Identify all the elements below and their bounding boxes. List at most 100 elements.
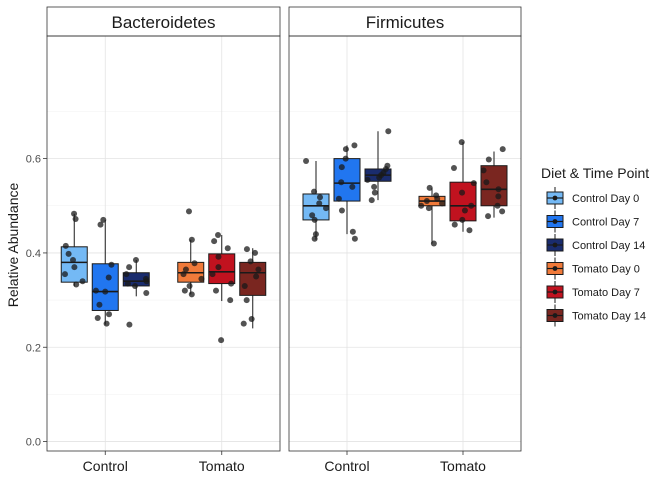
data-point: [311, 235, 318, 242]
data-point: [316, 194, 323, 201]
data-point: [439, 200, 446, 207]
box-body: [208, 253, 236, 285]
data-point: [451, 221, 458, 228]
legend-point: [552, 195, 558, 201]
data-point: [450, 165, 457, 172]
legend-label: Control Day 7: [572, 217, 639, 229]
data-point: [124, 280, 131, 287]
facet-title: Bacteroidetes: [112, 13, 216, 32]
x-tick-label: Control: [324, 458, 369, 474]
box-control-day-7: [91, 216, 119, 327]
data-point: [252, 249, 259, 256]
data-point: [466, 227, 473, 234]
data-point: [143, 278, 150, 285]
legend-label: Control Day 14: [572, 240, 645, 252]
data-point: [71, 264, 78, 271]
data-point: [459, 216, 466, 223]
legend-key: [546, 187, 564, 209]
data-point: [215, 253, 222, 260]
data-point: [480, 167, 487, 174]
legend-point: [552, 313, 558, 318]
data-point: [323, 205, 330, 212]
data-point: [342, 155, 349, 162]
data-point: [351, 235, 358, 242]
box-body: [449, 181, 477, 222]
legend-key: [546, 281, 564, 303]
box-body: [333, 158, 361, 202]
data-point: [97, 221, 104, 228]
data-point: [73, 281, 80, 288]
box-control-day-7: [333, 142, 361, 242]
data-point: [303, 157, 310, 164]
x-tick-label: Tomato: [440, 458, 486, 474]
data-point: [338, 207, 345, 214]
legend-label: Tomato Day 14: [572, 311, 646, 323]
legend-point: [552, 242, 558, 248]
x-tick-label: Control: [83, 458, 128, 474]
legend-label: Tomato Day 0: [572, 264, 640, 276]
data-point: [126, 264, 133, 271]
data-point: [243, 297, 250, 304]
data-point: [434, 195, 441, 202]
data-point: [335, 195, 342, 202]
data-point: [188, 236, 195, 243]
data-point: [132, 282, 139, 289]
box-body: [91, 263, 119, 311]
panel-background: [47, 36, 280, 451]
data-point: [240, 320, 247, 327]
data-point: [311, 188, 318, 195]
data-point: [485, 156, 492, 163]
facet-strip: [46, 6, 281, 37]
data-point: [338, 179, 345, 186]
data-point: [243, 246, 250, 253]
data-point: [385, 128, 392, 135]
box-tomato-day-7: [208, 232, 236, 344]
data-point: [185, 208, 192, 215]
facet-panel-bacteroidetes: Bacteroidetes Control Tomato: [46, 6, 281, 474]
data-point: [126, 321, 133, 328]
data-point: [70, 257, 77, 264]
data-point: [215, 264, 222, 271]
legend-point: [552, 219, 558, 224]
data-point: [181, 287, 188, 294]
data-point: [253, 273, 260, 280]
data-point: [351, 142, 358, 149]
data-point: [349, 228, 356, 235]
data-point: [79, 278, 86, 285]
data-point: [494, 202, 501, 209]
legend-key: [546, 257, 564, 280]
y-tick-label: 0.0: [26, 437, 41, 449]
legend-label: Control Day 0: [572, 193, 639, 205]
data-point: [71, 210, 78, 217]
data-point: [483, 179, 490, 186]
box-tomato-day-14: [239, 246, 267, 329]
data-point: [198, 275, 205, 282]
panel-background: [289, 36, 521, 451]
box-control-day-0: [302, 157, 330, 242]
y-axis-label: Relative Abundance: [5, 183, 21, 308]
facet-panel-firmicutes: Firmicutes Control Tomato: [288, 6, 522, 474]
data-point: [191, 260, 198, 267]
data-point: [188, 291, 195, 298]
x-tick-label: Tomato: [199, 458, 245, 474]
legend-key: [546, 304, 564, 327]
data-point: [182, 266, 189, 273]
legend-point: [552, 266, 558, 271]
data-point: [499, 146, 506, 153]
data-point: [61, 271, 68, 278]
data-point: [495, 186, 502, 193]
data-point: [418, 202, 425, 209]
data-point: [72, 215, 79, 222]
data-point: [423, 198, 430, 205]
data-point: [248, 315, 255, 322]
legend: Diet & Time Point Control Day 0 Control Da…: [541, 165, 649, 327]
data-point: [96, 301, 103, 308]
box-tomato-day-14: [480, 146, 508, 220]
data-point: [211, 238, 218, 245]
y-tick-label: 0.6: [26, 154, 41, 166]
data-point: [338, 164, 345, 171]
data-point: [224, 245, 231, 252]
data-point: [228, 280, 235, 287]
data-point: [349, 183, 356, 190]
data-point: [376, 174, 383, 181]
